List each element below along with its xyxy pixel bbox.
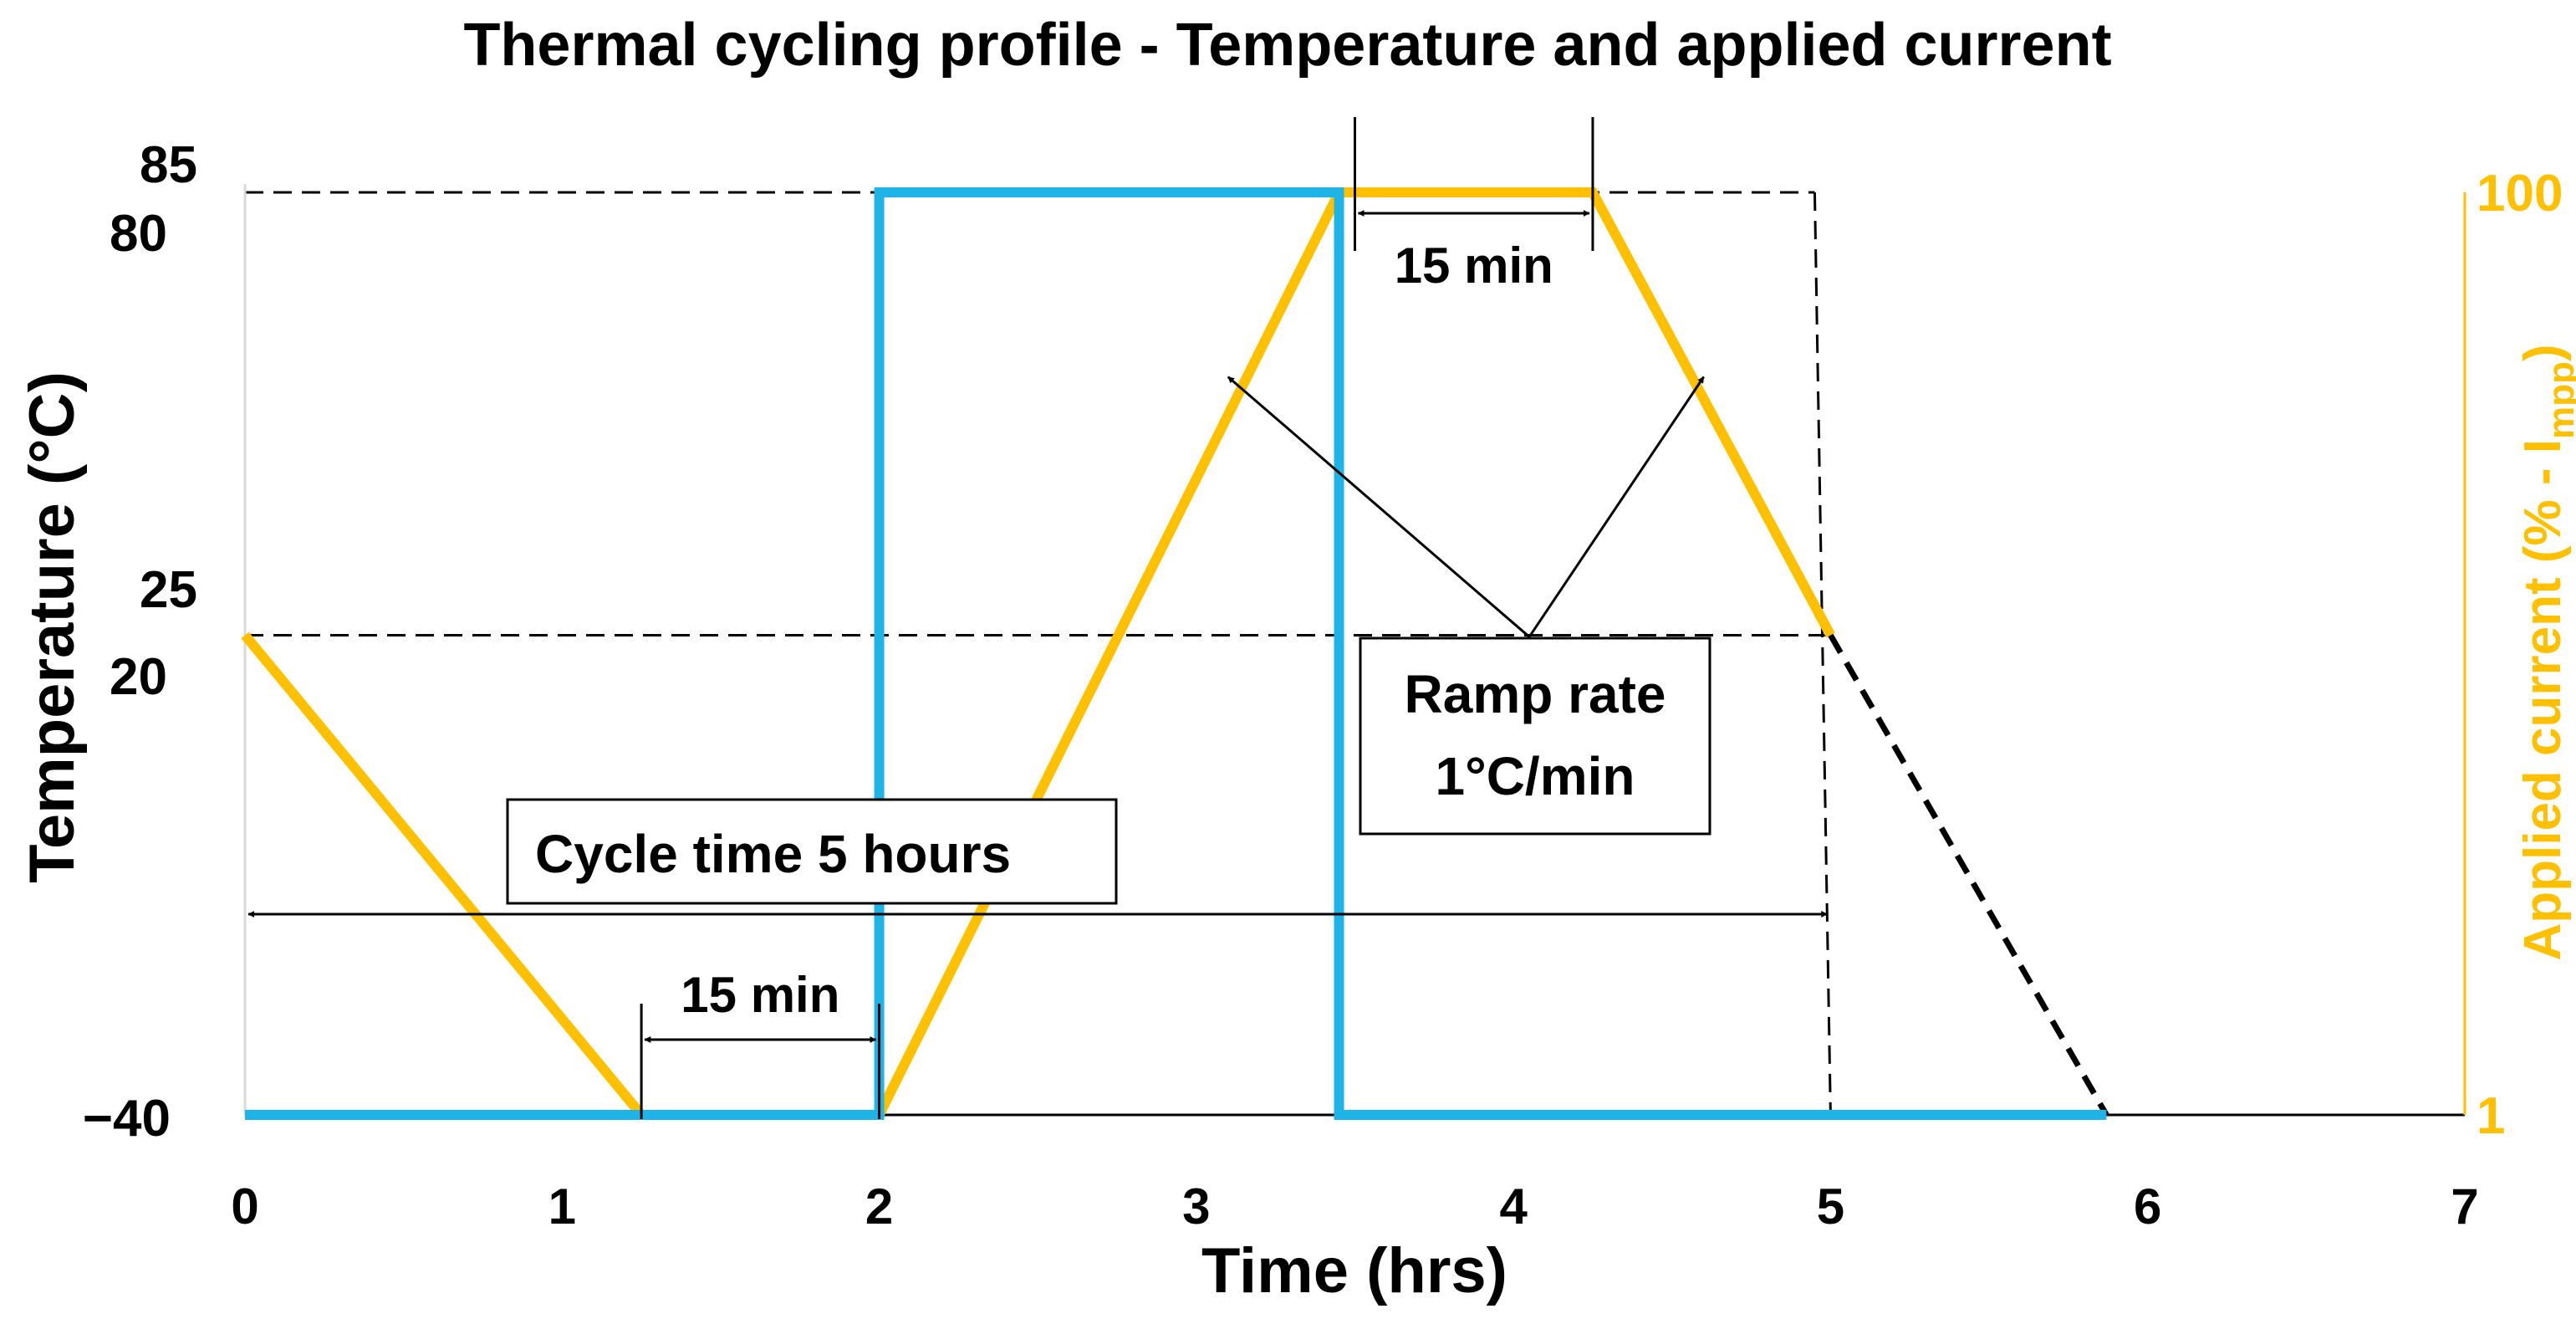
y2-axis-label-main: Applied current (% - I: [2514, 439, 2572, 960]
x-tick-labels: 0 1 2 3 4 5 6 7: [231, 1178, 2478, 1235]
x-tick-label: 0: [231, 1178, 258, 1235]
series: [241, 187, 2109, 1120]
y-tick-label: 85: [140, 136, 197, 194]
x-tick-label: 3: [1182, 1178, 1210, 1235]
y2-tick-label: 1: [2477, 1087, 2505, 1145]
x-axis-label: Time (hrs): [1201, 1235, 1507, 1306]
y2-axis-label: Applied current (% - Impp): [2514, 344, 2576, 960]
ramp-rate-box: [1359, 636, 1711, 836]
annotations: Cycle time 5 hours 15 min 15 min Ramp rate 1…: [247, 117, 1829, 1119]
y2-axis-label-close: ): [2514, 344, 2572, 361]
ramp-arrow-down: [1528, 376, 1705, 638]
y-tick-label: 25: [140, 561, 197, 619]
temperature-series-line: [241, 187, 1835, 1120]
x-tick-label: 4: [1499, 1178, 1528, 1235]
y2-axis-label-sub: mpp: [2541, 361, 2576, 439]
ramp-arrow-up: [1227, 376, 1531, 638]
x-tick-label: 2: [865, 1178, 893, 1235]
cycle-time-label: Cycle time 5 hours: [535, 824, 1011, 884]
x-tick-label: 7: [2451, 1178, 2478, 1235]
cycle-time-box: [506, 798, 1118, 905]
y-axis-label: Temperature (°C): [17, 371, 88, 883]
cycle-end-line: [1813, 192, 1832, 1116]
y-tick-label: 20: [110, 648, 167, 706]
y-tick-labels: 85 80 25 20 −40: [83, 136, 197, 1148]
y2-tick-label: 100: [2477, 165, 2563, 222]
y-tick-label: −40: [83, 1090, 171, 1148]
y-tick-label: 80: [110, 205, 167, 263]
temperature-next-cycle-line: [1828, 633, 2109, 1117]
x-tick-label: 5: [1817, 1178, 1844, 1235]
ramp-rate-label: Ramp rate: [1405, 664, 1666, 724]
dwell-high-label: 15 min: [1395, 238, 1553, 294]
ramp-rate-value: 1°C/min: [1436, 746, 1635, 806]
x-tick-label: 6: [2134, 1178, 2161, 1235]
chart-title: Thermal cycling profile - Temperature an…: [463, 12, 2111, 79]
current-series-line: [245, 187, 2107, 1120]
y2-tick-labels: 100 1: [2477, 165, 2563, 1145]
dwell-low-label: 15 min: [681, 967, 839, 1023]
x-tick-label: 1: [548, 1178, 576, 1235]
axes: [243, 184, 2466, 1117]
